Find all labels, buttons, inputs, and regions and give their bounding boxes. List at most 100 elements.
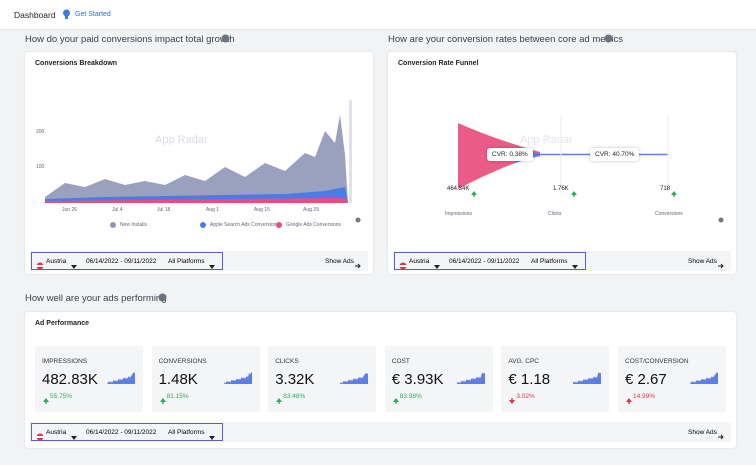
- caret-glyph: [209, 436, 215, 440]
- caret[interactable]: [70, 258, 78, 276]
- sparkline-shape: [107, 371, 135, 384]
- card-title: Conversion Rate Funnel: [398, 60, 479, 67]
- settings-icon[interactable]: [355, 217, 361, 223]
- kpi-change: 14.99%: [633, 392, 656, 400]
- caret-glyph: [209, 265, 215, 269]
- up-arrow: [470, 185, 478, 203]
- legend-dot: [110, 222, 116, 228]
- x-tick-label: Jun 26: [62, 207, 78, 213]
- caret[interactable]: [208, 258, 216, 276]
- date-filter[interactable]: 06/14/2022 - 09/11/2022: [86, 257, 157, 265]
- country-filter[interactable]: Austria: [46, 428, 67, 436]
- x-tick-label: Aug 15: [254, 207, 270, 213]
- show-ads-button[interactable]: Show Ads: [325, 257, 354, 265]
- trend-arrow-glyph: [43, 398, 49, 404]
- legend-label: New Installs: [120, 222, 147, 228]
- sparkline: [340, 372, 369, 390]
- filter-outline[interactable]: [394, 252, 586, 270]
- show-ads-button[interactable]: Show Ads: [688, 257, 717, 265]
- section-title: How are your conversion rates between co…: [388, 34, 623, 45]
- country-filter[interactable]: Austria: [46, 257, 67, 265]
- kpi-tile: [384, 346, 493, 412]
- settings-icon[interactable]: [718, 217, 724, 223]
- kpi-change: 81.15%: [166, 392, 189, 400]
- trend-arrow-glyph: [509, 398, 516, 404]
- x-tick-label: Jul 4: [112, 207, 123, 213]
- arrow-icon[interactable]: [354, 257, 362, 275]
- stage-label: Clicks: [548, 211, 562, 217]
- help-icon[interactable]: [158, 293, 167, 302]
- kpi-value: 3.32K: [275, 371, 315, 388]
- trend-arrow: [275, 392, 283, 410]
- caret[interactable]: [571, 258, 579, 276]
- stage-label: Conversions: [655, 211, 683, 217]
- sparkline: [573, 372, 602, 390]
- area-chart: [45, 100, 352, 203]
- trend-arrow-glyph: [626, 398, 632, 404]
- arrow-icon[interactable]: [717, 257, 725, 275]
- stage-label: Impressions: [445, 211, 472, 217]
- section-title: How do your paid conversions impact tota…: [25, 34, 235, 45]
- kpi-value: € 3.93K: [391, 371, 444, 388]
- caret[interactable]: [208, 429, 216, 447]
- trend-arrow: [42, 392, 50, 410]
- filter-bar: [393, 251, 731, 271]
- trend-arrow: [159, 392, 167, 410]
- trend-arrow-glyph: [159, 398, 166, 404]
- platform-filter[interactable]: All Platforms: [168, 428, 205, 436]
- flag-icon: [36, 428, 44, 446]
- platform-filter[interactable]: All Platforms: [531, 257, 568, 265]
- filter-outline[interactable]: [31, 252, 223, 270]
- flag-icon-glyph: [399, 262, 407, 270]
- caret-glyph: [572, 265, 578, 269]
- flag-icon: [36, 257, 44, 275]
- kpi-label: IMPRESSIONS: [42, 358, 88, 365]
- show-ads-button[interactable]: Show Ads: [688, 428, 717, 436]
- kpi-change: 55.75%: [50, 392, 73, 400]
- date-filter[interactable]: 06/14/2022 - 09/11/2022: [86, 428, 157, 436]
- flag-icon-glyph: [36, 262, 44, 270]
- sparkline-shape: [223, 371, 252, 384]
- card: [388, 52, 736, 274]
- trend-arrow-glyph: [392, 398, 399, 404]
- caret-glyph: [434, 265, 440, 269]
- caret[interactable]: [433, 258, 441, 276]
- cvr-tooltip: CVR: 0.38%: [487, 148, 533, 161]
- y-tick-label: 100: [36, 164, 45, 170]
- up-arrow: [670, 185, 678, 203]
- card-title: Ad Performance: [35, 320, 90, 327]
- new-installs-area: [45, 115, 348, 203]
- caret-glyph: [71, 265, 77, 269]
- help-icon[interactable]: [221, 34, 230, 43]
- help-icon[interactable]: [604, 34, 613, 43]
- stage-value: 718: [660, 186, 671, 192]
- kpi-value: € 1.18: [508, 371, 551, 388]
- filter-outline[interactable]: [31, 423, 223, 441]
- country-filter[interactable]: Austria: [409, 257, 430, 265]
- trend-arrow: [625, 392, 633, 410]
- page-title: Dashboard: [14, 10, 56, 20]
- arrow-icon-glyph: [355, 263, 361, 269]
- kpi-change: 3.02%: [516, 392, 535, 400]
- watermark: App Radar: [520, 134, 573, 146]
- trend-arrow: [392, 392, 400, 410]
- kpi-label: CLICKS: [275, 358, 299, 365]
- date-filter[interactable]: 06/14/2022 - 09/11/2022: [449, 257, 520, 265]
- arrow-icon[interactable]: [717, 428, 725, 446]
- legend-label: Apple Search Ads Conversions: [210, 222, 279, 228]
- sparkline: [223, 371, 253, 390]
- sparkline: [690, 371, 719, 390]
- legend-label: Google Ads Conversions: [286, 222, 342, 228]
- get-started-link[interactable]: Get Started: [75, 11, 111, 18]
- legend-dot: [276, 222, 282, 228]
- bulb-icon: [63, 9, 70, 19]
- x-tick-label: Jul 18: [157, 207, 171, 213]
- up-arrow-glyph: [471, 191, 477, 197]
- platform-filter[interactable]: All Platforms: [168, 257, 205, 265]
- top-bar: [0, 0, 756, 30]
- card-title: Conversions Breakdown: [35, 60, 118, 67]
- caret[interactable]: [70, 429, 78, 447]
- kpi-value: € 2.67: [625, 371, 667, 388]
- kpi-label: CONVERSIONS: [158, 358, 207, 365]
